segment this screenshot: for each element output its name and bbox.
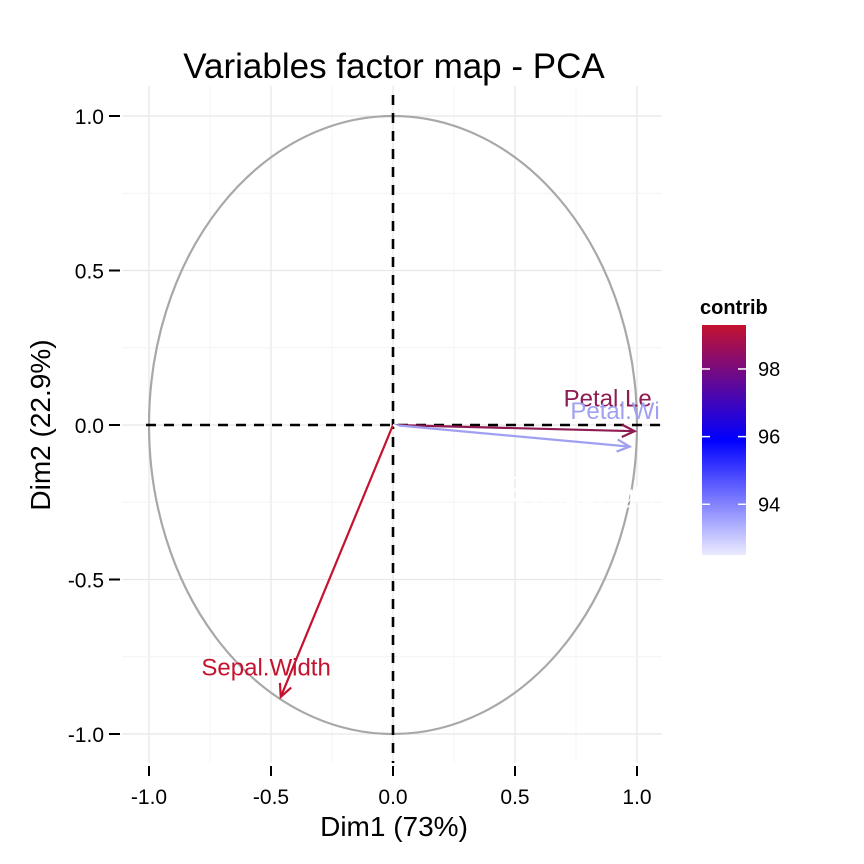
legend: contrib 98 96 94 (700, 297, 780, 555)
y-tick-label: -1.0 (68, 724, 104, 747)
variable-label: Petal.Wi (570, 398, 659, 425)
plot-area: -1.0 -0.5 0.0 0.5 1.0 -1.0 -0.5 0.0 0.5 1.0 Sepal… (68, 86, 662, 809)
x-tick-label: -1.0 (131, 786, 167, 809)
legend-title: contrib (700, 297, 768, 319)
y-tick-label: 0.5 (75, 261, 104, 284)
variable-arrows (278, 423, 638, 700)
arrow-head (621, 423, 638, 438)
variable-label: Petal.Le (564, 385, 652, 412)
legend-colorbar (702, 325, 746, 555)
y-tick-label: 0.0 (75, 415, 104, 438)
arrow-head (278, 682, 292, 700)
arrow-shaft (279, 424, 395, 698)
arrow-head (593, 506, 611, 520)
arrow-head (616, 438, 633, 453)
y-tick-label: 1.0 (75, 106, 104, 129)
arrow-shaft (392, 423, 609, 519)
y-tick-label: -0.5 (68, 570, 104, 593)
variable-label: Sepal.Width (201, 654, 330, 681)
legend-label: 96 (758, 427, 780, 449)
x-tick-label: -0.5 (253, 786, 289, 809)
x-tick-label: 1.0 (622, 786, 651, 809)
legend-label: 94 (758, 494, 780, 516)
chart-title: Variables factor map - PCA (183, 47, 605, 86)
y-axis-title: Dim2 (22.9%) (25, 339, 56, 510)
x-tick-label: 0.0 (378, 786, 407, 809)
arrow-shaft (392, 423, 635, 433)
x-tick-label: 0.5 (500, 786, 529, 809)
x-axis-title: Dim1 (73%) (320, 811, 468, 842)
legend-label: 98 (758, 359, 780, 381)
arrow-shaft (392, 423, 630, 448)
axis-ticks: -1.0 -0.5 0.0 0.5 1.0 -1.0 -0.5 0.0 0.5 1.0 (68, 106, 652, 809)
variable-label: Sepal.Length (513, 481, 654, 508)
